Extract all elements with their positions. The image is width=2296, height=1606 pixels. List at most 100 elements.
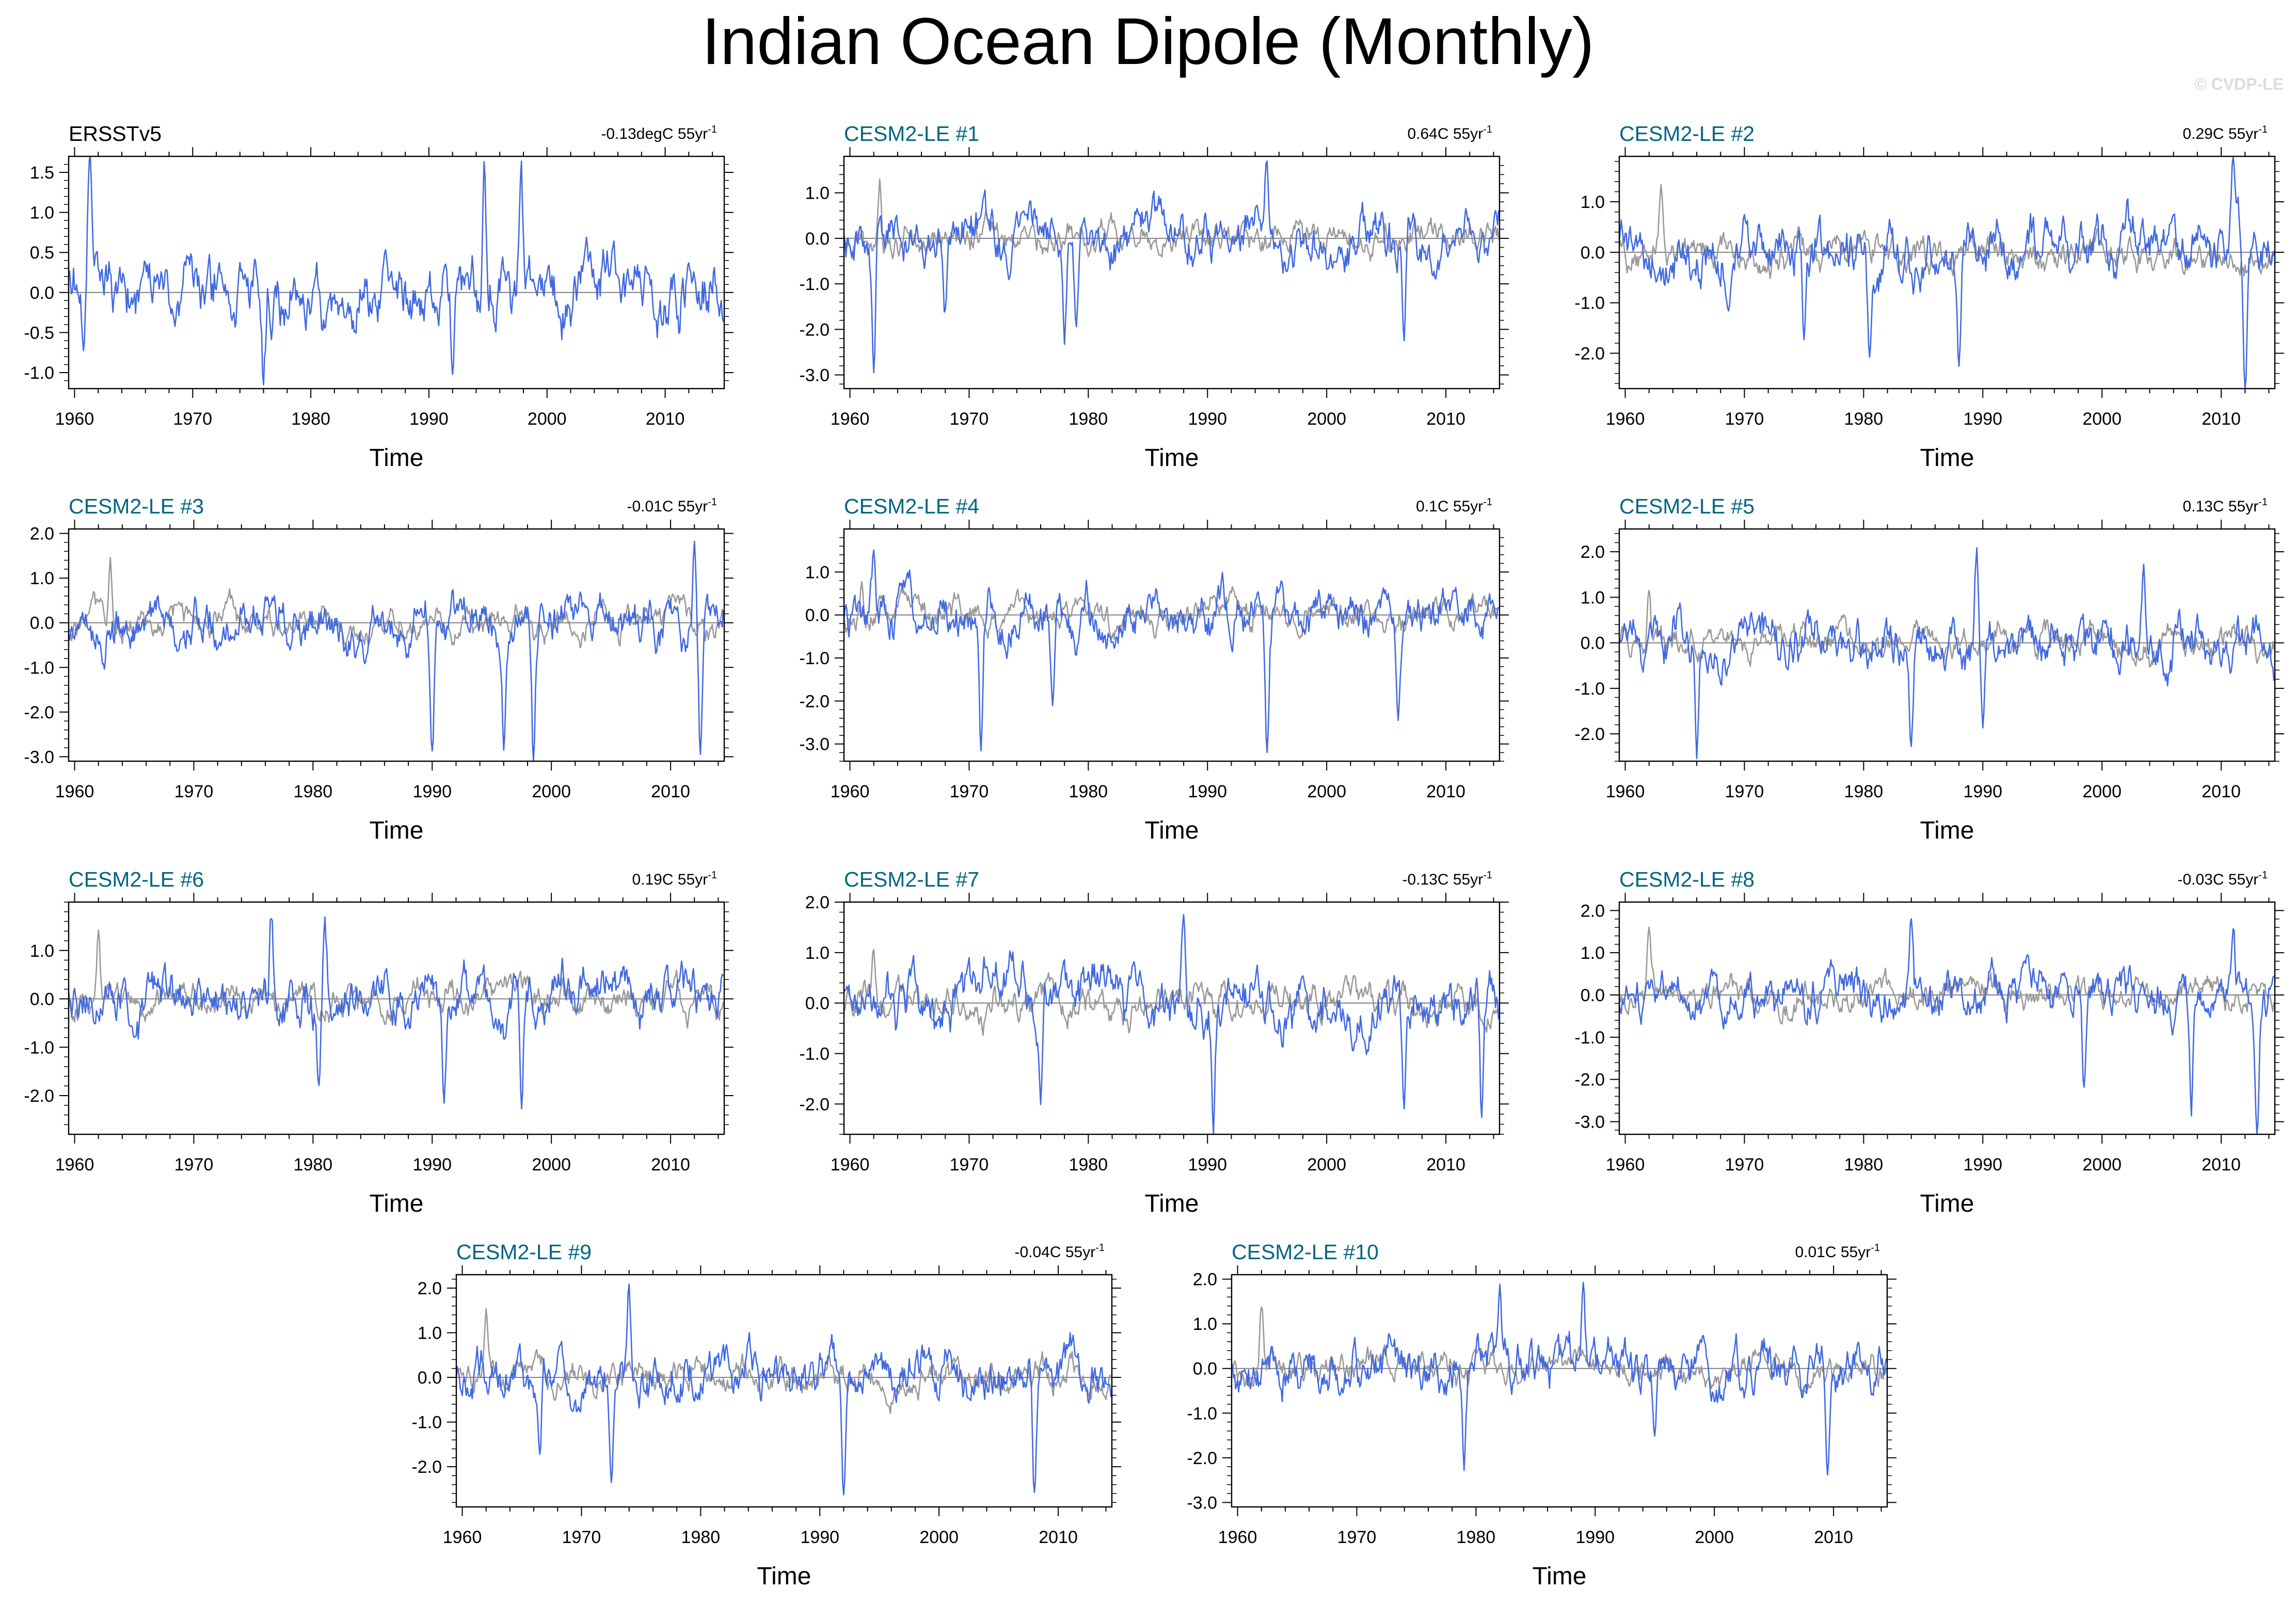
y-tick-label: -1.0: [1574, 1028, 1605, 1048]
y-tick-label: -2.0: [799, 692, 830, 711]
trend-exponent: -1: [708, 496, 717, 508]
x-axis-title: Time: [1145, 444, 1199, 472]
x-axis-title: Time: [1145, 817, 1199, 844]
trend-label: 0.01C 55yr-1: [1795, 1242, 1880, 1261]
panel-title: CESM2-LE #4: [844, 494, 979, 518]
x-tick-label: 2000: [919, 1528, 959, 1547]
x-tick-label: 1970: [950, 782, 989, 801]
trend-exponent: -1: [2258, 124, 2268, 135]
y-tick-label: -2.0: [799, 1095, 830, 1114]
trend-label: -0.01C 55yr-1: [627, 496, 717, 515]
series-line-member: [68, 916, 724, 1110]
y-tick-label: -1.0: [24, 658, 54, 678]
y-tick-label: -2.0: [1187, 1449, 1217, 1468]
trend-label: 0.64C 55yr-1: [1407, 124, 1492, 142]
x-tick-label: 1970: [950, 409, 989, 429]
x-tick-label: 2010: [1039, 1528, 1078, 1547]
panel-title: CESM2-LE #10: [1232, 1240, 1379, 1264]
x-tick-label: 1990: [1963, 1155, 2002, 1175]
y-tick-label: 2.0: [1193, 1270, 1217, 1290]
chart-panel-6: CESM2-LE #5 0.13C 55yr-1 1960 1970 1980 1990 2…: [1574, 494, 2284, 844]
x-tick-label: 1960: [831, 409, 870, 429]
series-line-ensemble-mean: [68, 929, 724, 1029]
y-tick-label: -1.0: [24, 1038, 54, 1057]
plot-frame: [455, 1274, 1113, 1508]
chart-panel-1: ERSSTv5 -0.13degC 55yr-1 1960 1970 1980 1990 2…: [24, 122, 734, 472]
y-tick-label: -1.0: [1187, 1404, 1217, 1423]
y-tick-label: -1.0: [799, 1044, 830, 1064]
trend-label: -0.04C 55yr-1: [1014, 1242, 1105, 1261]
panel-title: CESM2-LE #1: [844, 122, 979, 146]
y-tick-label: -3.0: [24, 747, 54, 767]
y-tick-label: 0.0: [1581, 243, 1605, 263]
x-tick-label: 1990: [1963, 409, 2002, 429]
y-tick-label: -1.0: [24, 363, 54, 383]
y-tick-label: 1.0: [418, 1324, 442, 1343]
series-line-member: [455, 1283, 1112, 1496]
x-tick-label: 1990: [1188, 409, 1227, 429]
y-tick-label: 1.0: [30, 941, 54, 961]
y-tick-label: -3.0: [799, 735, 830, 754]
x-tick-label: 1980: [1844, 782, 1884, 801]
chart-panel-3: CESM2-LE #2 0.29C 55yr-1 1960 1970 1980 1990 2…: [1574, 122, 2284, 472]
x-tick-label: 1980: [291, 409, 330, 429]
series-line-member: [1618, 547, 2275, 760]
plot-frame: [68, 155, 725, 390]
y-tick-label: -2.0: [411, 1457, 442, 1477]
y-tick-label: -2.0: [24, 703, 54, 722]
plot-frame: [1618, 901, 2276, 1135]
x-tick-label: 1960: [55, 782, 94, 801]
x-tick-label: 1990: [1188, 1155, 1227, 1175]
x-tick-label: 2000: [532, 1155, 571, 1175]
x-axis-title: Time: [1920, 1190, 1974, 1217]
x-tick-label: 1970: [1725, 409, 1764, 429]
y-tick-label: 0.0: [1193, 1359, 1217, 1379]
x-tick-label: 2010: [651, 1155, 690, 1175]
y-tick-label: -2.0: [1574, 1070, 1605, 1090]
y-tick-label: 2.0: [1581, 901, 1605, 921]
x-tick-label: 2000: [532, 782, 571, 801]
y-tick-label: -3.0: [1187, 1493, 1217, 1513]
x-axis-title: Time: [370, 444, 424, 472]
x-tick-label: 1990: [409, 409, 449, 429]
x-tick-label: 2010: [651, 782, 690, 801]
series-line-member: [843, 160, 1500, 374]
x-tick-label: 2000: [2082, 782, 2122, 801]
x-tick-label: 1990: [1188, 782, 1227, 801]
x-tick-label: 1960: [443, 1528, 482, 1547]
y-tick-label: 1.0: [30, 569, 54, 588]
y-tick-label: 1.0: [1581, 943, 1605, 963]
trend-label: -0.13C 55yr-1: [1402, 870, 1492, 888]
y-tick-label: 0.0: [805, 606, 830, 625]
y-tick-label: -1.0: [1574, 679, 1605, 699]
chart-panel-2: CESM2-LE #1 0.64C 55yr-1 1960 1970 1980 1990 2…: [799, 122, 1509, 472]
chart-panel-7: CESM2-LE #6 0.19C 55yr-1 1960 1970 1980 1990 2…: [24, 868, 734, 1217]
chart-panel-5: CESM2-LE #4 0.1C 55yr-1 1960 1970 1980 1990 20…: [799, 494, 1509, 844]
y-tick-label: 1.5: [30, 163, 54, 183]
y-tick-label: -3.0: [799, 366, 830, 386]
x-tick-label: 1980: [1457, 1528, 1496, 1547]
x-tick-label: 1960: [831, 1155, 870, 1175]
y-tick-label: -1.0: [1574, 294, 1605, 313]
y-tick-label: -2.0: [1574, 725, 1605, 744]
x-tick-label: 2010: [646, 409, 685, 429]
x-tick-label: 2010: [1426, 409, 1465, 429]
x-axis-title: Time: [1920, 444, 1974, 472]
y-tick-label: 1.0: [805, 563, 830, 582]
x-tick-label: 2000: [1307, 1155, 1346, 1175]
x-axis-title: Time: [370, 817, 424, 844]
x-axis-title: Time: [1533, 1563, 1587, 1590]
y-tick-label: 0.5: [30, 243, 54, 263]
y-tick-label: -2.0: [24, 1086, 54, 1106]
x-tick-label: 1980: [1069, 782, 1108, 801]
y-tick-label: -1.0: [411, 1413, 442, 1433]
y-tick-label: 1.0: [1581, 588, 1605, 607]
x-tick-label: 2010: [1814, 1528, 1853, 1547]
y-tick-label: 1.0: [1193, 1314, 1217, 1334]
y-tick-label: 0.0: [30, 990, 54, 1009]
x-tick-label: 2000: [2082, 1155, 2122, 1175]
trend-exponent: -1: [2258, 870, 2268, 881]
series-line-ensemble-mean: [843, 581, 1500, 641]
x-tick-label: 1980: [1844, 1155, 1884, 1175]
